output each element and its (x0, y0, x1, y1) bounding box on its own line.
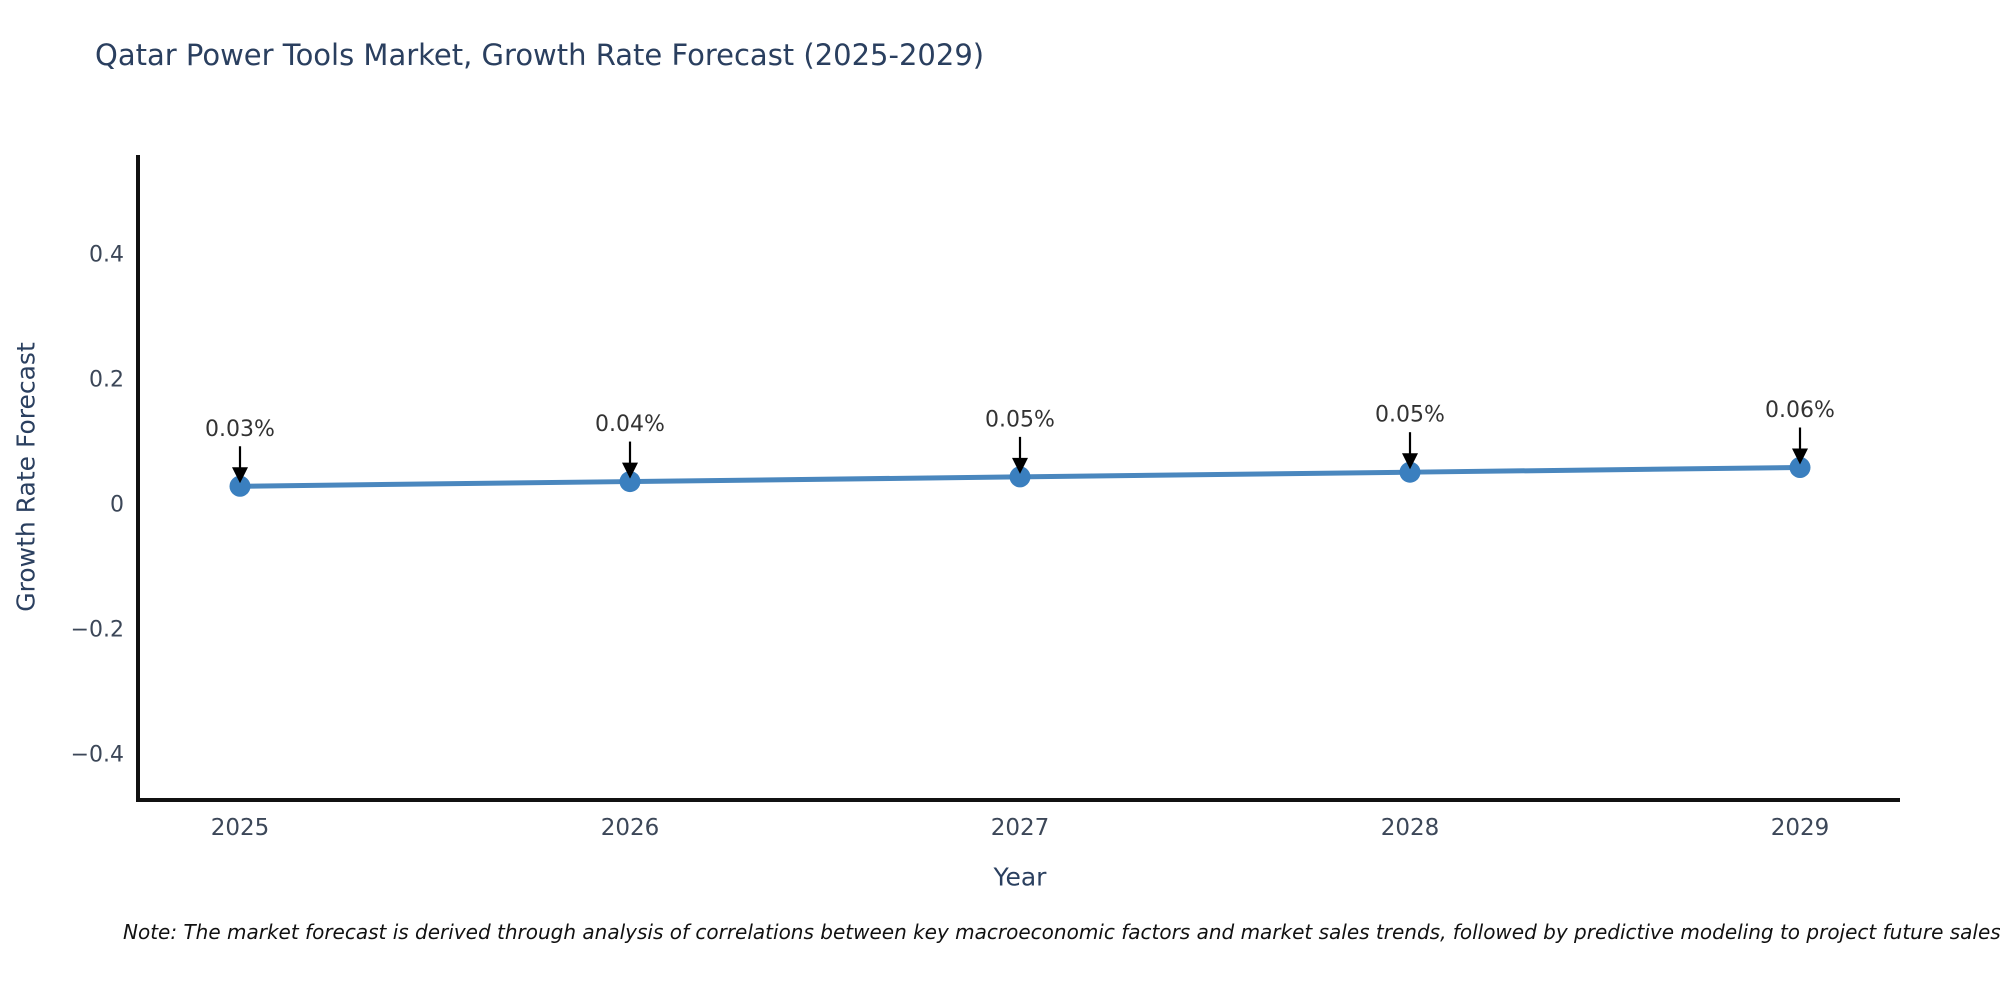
y-tick-label: 0.4 (89, 243, 124, 268)
data-point-marker (1399, 461, 1421, 483)
annotation-arrowhead-icon (622, 462, 638, 479)
annotation-arrowhead-icon (1402, 453, 1418, 470)
y-tick-label: 0 (110, 493, 124, 518)
x-tick-label: 2027 (991, 815, 1050, 841)
x-tick-label: 2029 (1771, 815, 1830, 841)
data-point-label: 0.05% (1375, 403, 1445, 428)
data-point-marker (1009, 466, 1031, 488)
x-tick-label: 2026 (601, 815, 660, 841)
data-point-label: 0.05% (985, 407, 1055, 432)
data-point-label: 0.04% (595, 412, 665, 437)
annotation-arrowhead-icon (1012, 457, 1028, 474)
data-point-label: 0.06% (1765, 398, 1835, 423)
annotation-arrowhead-icon (1792, 448, 1808, 465)
footnote: Note: The market forecast is derived thr… (123, 920, 2000, 944)
chart-title: Qatar Power Tools Market, Growth Rate Fo… (95, 38, 985, 72)
data-point-marker (619, 471, 641, 493)
data-point-marker (1789, 457, 1811, 478)
data-point-label: 0.03% (205, 417, 275, 442)
y-tick-label: −0.2 (71, 618, 124, 643)
y-tick-label: −0.4 (71, 743, 124, 768)
x-tick-label: 2025 (211, 815, 270, 841)
x-tick-label: 2028 (1381, 815, 1440, 841)
x-axis-title: Year (993, 862, 1047, 892)
y-tick-label: 0.2 (89, 368, 124, 393)
data-point-marker (229, 475, 251, 497)
annotation-arrowhead-icon (232, 467, 248, 484)
